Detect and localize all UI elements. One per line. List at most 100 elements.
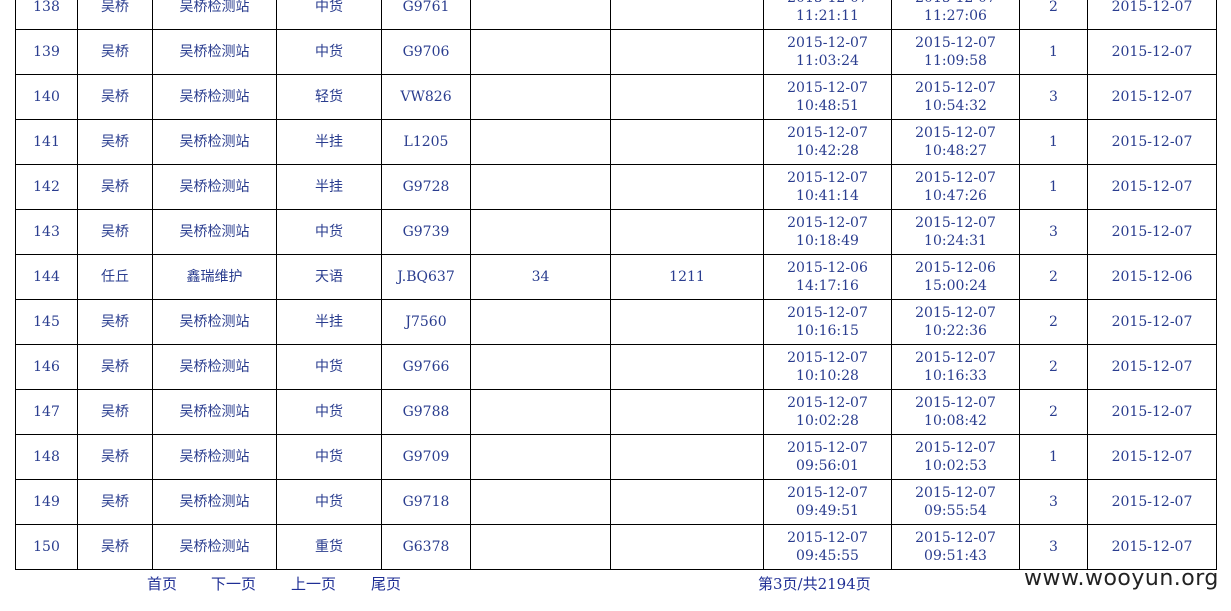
value-b-cell — [610, 74, 764, 120]
area-cell: 吴桥 — [77, 74, 153, 120]
table-row: 145 吴桥 吴桥检测站 半挂 J7560 2015-12-07 10:16:15 2015-… — [15, 299, 1217, 345]
end-datetime-cell: 2015-12-07 10:08:42 — [891, 389, 1020, 435]
end-time: 10:54:32 — [924, 98, 987, 114]
area-cell: 吴桥 — [77, 479, 153, 525]
vehicle-type-cell: 半挂 — [276, 299, 382, 345]
end-date: 2015-12-07 — [915, 80, 996, 96]
value-b-cell — [610, 299, 764, 345]
end-time: 10:02:53 — [924, 458, 987, 474]
value-b-cell — [610, 479, 764, 525]
station-cell: 吴桥检测站 — [152, 434, 277, 480]
start-time: 10:18:49 — [796, 233, 859, 249]
start-time: 10:48:51 — [796, 98, 859, 114]
end-time: 09:51:43 — [924, 548, 987, 564]
start-time: 14:17:16 — [796, 278, 859, 294]
end-datetime-cell: 2015-12-07 10:47:26 — [891, 164, 1020, 210]
end-date: 2015-12-07 — [915, 530, 996, 546]
end-datetime-cell: 2015-12-07 10:48:27 — [891, 119, 1020, 165]
vehicle-type-cell: 中货 — [276, 479, 382, 525]
count-cell: 3 — [1019, 479, 1088, 525]
end-datetime-cell: 2015-12-07 09:51:43 — [891, 524, 1020, 570]
date-cell: 2015-12-06 — [1087, 254, 1217, 300]
value-a-cell: 34 — [470, 254, 611, 300]
station-cell: 吴桥检测站 — [152, 164, 277, 210]
value-a-cell — [470, 119, 611, 165]
plate-cell: G6378 — [381, 524, 471, 570]
end-datetime-cell: 2015-12-07 10:02:53 — [891, 434, 1020, 480]
end-date: 2015-12-07 — [915, 215, 996, 231]
end-date: 2015-12-06 — [915, 260, 996, 276]
value-b-cell — [610, 434, 764, 480]
vehicle-type-cell: 重货 — [276, 524, 382, 570]
table-row: 142 吴桥 吴桥检测站 半挂 G9728 2015-12-07 10:41:14 2015-… — [15, 164, 1217, 210]
start-datetime-cell: 2015-12-07 10:42:28 — [763, 119, 892, 165]
row-number-cell: 140 — [15, 74, 78, 120]
table-row: 144 任丘 鑫瑞维护 天语 J.BQ637 34 1211 2015-12-06 14:17:… — [15, 254, 1217, 300]
area-cell: 吴桥 — [77, 209, 153, 255]
start-datetime-cell: 2015-12-07 09:49:51 — [763, 479, 892, 525]
station-cell: 吴桥检测站 — [152, 0, 277, 30]
plate-cell: J7560 — [381, 299, 471, 345]
count-cell: 1 — [1019, 434, 1088, 480]
vehicle-type-cell: 中货 — [276, 0, 382, 30]
start-date: 2015-12-07 — [787, 440, 868, 456]
area-cell: 吴桥 — [77, 389, 153, 435]
date-cell: 2015-12-07 — [1087, 479, 1217, 525]
last-page-link[interactable]: 尾页 — [371, 575, 402, 593]
value-a-cell — [470, 389, 611, 435]
plate-cell: G9706 — [381, 29, 471, 75]
date-cell: 2015-12-07 — [1087, 299, 1217, 345]
start-time: 11:03:24 — [796, 53, 859, 69]
area-cell: 吴桥 — [77, 524, 153, 570]
table-row: 150 吴桥 吴桥检测站 重货 G6378 2015-12-07 09:45:55 2015-… — [15, 524, 1217, 570]
end-time: 10:24:31 — [924, 233, 987, 249]
count-cell: 3 — [1019, 74, 1088, 120]
table-row: 141 吴桥 吴桥检测站 半挂 L1205 2015-12-07 10:42:28 2015-… — [15, 119, 1217, 165]
value-b-cell — [610, 119, 764, 165]
end-date: 2015-12-07 — [915, 350, 996, 366]
start-date: 2015-12-07 — [787, 35, 868, 51]
start-time: 10:42:28 — [796, 143, 859, 159]
value-a-cell — [470, 29, 611, 75]
end-date: 2015-12-07 — [915, 125, 996, 141]
table-row: 139 吴桥 吴桥检测站 中货 G9706 2015-12-07 11:03:24 2015-… — [15, 29, 1217, 75]
area-cell: 吴桥 — [77, 0, 153, 30]
start-time: 10:10:28 — [796, 368, 859, 384]
end-datetime-cell: 2015-12-07 10:16:33 — [891, 344, 1020, 390]
count-cell: 2 — [1019, 299, 1088, 345]
area-cell: 吴桥 — [77, 29, 153, 75]
row-number-cell: 138 — [15, 0, 78, 30]
vehicle-type-cell: 半挂 — [276, 164, 382, 210]
end-datetime-cell: 2015-12-07 10:24:31 — [891, 209, 1020, 255]
row-number-cell: 145 — [15, 299, 78, 345]
date-cell: 2015-12-07 — [1087, 344, 1217, 390]
date-cell: 2015-12-07 — [1087, 74, 1217, 120]
plate-cell: VW826 — [381, 74, 471, 120]
start-datetime-cell: 2015-12-07 10:41:14 — [763, 164, 892, 210]
table-row: 148 吴桥 吴桥检测站 中货 G9709 2015-12-07 09:56:01 2015-… — [15, 434, 1217, 480]
end-time: 11:27:06 — [924, 8, 987, 24]
row-number-cell: 144 — [15, 254, 78, 300]
row-number-cell: 139 — [15, 29, 78, 75]
count-cell: 1 — [1019, 29, 1088, 75]
prev-page-link[interactable]: 上一页 — [291, 575, 337, 593]
date-cell: 2015-12-07 — [1087, 164, 1217, 210]
area-cell: 吴桥 — [77, 164, 153, 210]
count-cell: 2 — [1019, 0, 1088, 30]
start-time: 10:41:14 — [796, 188, 859, 204]
plate-cell: G9739 — [381, 209, 471, 255]
start-time: 11:21:11 — [796, 8, 859, 24]
value-a-cell — [470, 344, 611, 390]
end-date: 2015-12-07 — [915, 485, 996, 501]
start-datetime-cell: 2015-12-07 11:03:24 — [763, 29, 892, 75]
first-page-link[interactable]: 首页 — [147, 575, 178, 593]
start-datetime-cell: 2015-12-07 10:18:49 — [763, 209, 892, 255]
next-page-link[interactable]: 下一页 — [211, 575, 257, 593]
count-cell: 2 — [1019, 344, 1088, 390]
vehicle-type-cell: 中货 — [276, 209, 382, 255]
start-time: 09:56:01 — [796, 458, 859, 474]
value-a-cell — [470, 524, 611, 570]
vehicle-type-cell: 中货 — [276, 29, 382, 75]
row-number-cell: 150 — [15, 524, 78, 570]
start-time: 10:16:15 — [796, 323, 859, 339]
